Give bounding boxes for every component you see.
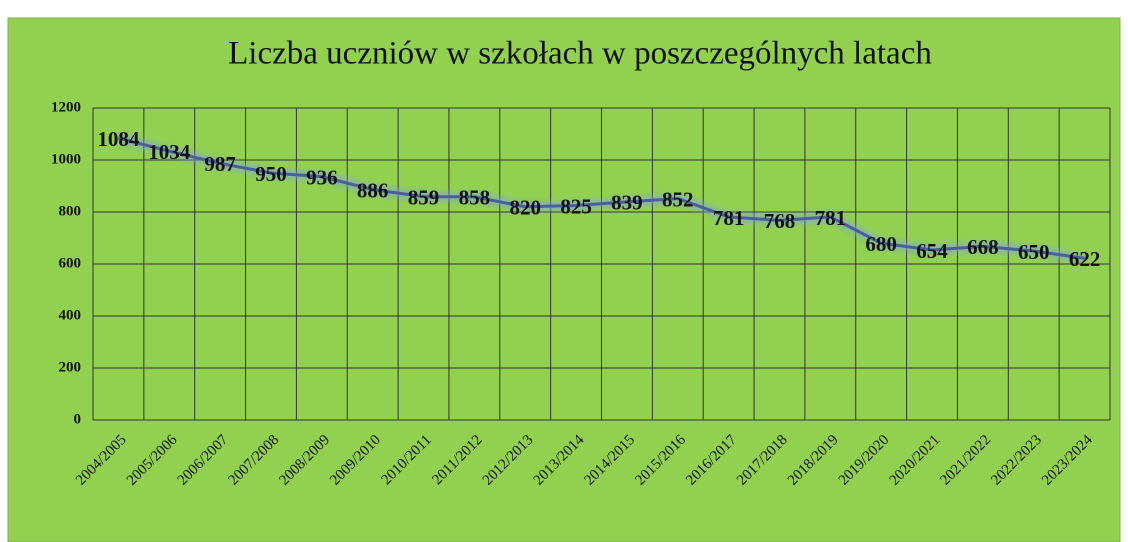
data-label: 858 (459, 186, 491, 210)
y-tick-label: 400 (59, 307, 82, 323)
chart-title: Liczba uczniów w szkołach w poszczególny… (228, 36, 932, 72)
y-tick-label: 600 (59, 255, 82, 271)
y-tick-label: 1000 (51, 151, 81, 167)
data-label: 820 (509, 196, 541, 220)
y-tick-label: 1200 (51, 99, 81, 115)
data-label: 668 (967, 235, 999, 259)
y-tick-label: 200 (59, 359, 82, 375)
line (118, 136, 1085, 260)
data-label: 987 (204, 152, 236, 176)
data-label: 839 (611, 191, 643, 215)
data-label: 1034 (148, 140, 191, 164)
data-label: 680 (865, 232, 897, 256)
chart-background (7, 17, 1121, 542)
data-label: 936 (306, 165, 338, 189)
marks (117, 133, 1086, 263)
data-label: 781 (815, 206, 847, 230)
data-label: 781 (713, 206, 745, 230)
data-label: 622 (1069, 247, 1101, 271)
data-label: 886 (357, 178, 389, 202)
y-tick-label: 0 (74, 411, 82, 427)
data-label: 654 (916, 239, 948, 263)
data-label: 950 (255, 162, 287, 186)
data-label: 825 (560, 194, 592, 218)
grid (92, 107, 1111, 421)
y-tick-label: 800 (59, 203, 82, 219)
data-label: 852 (662, 187, 694, 211)
data-label: 650 (1018, 240, 1050, 264)
data-label: 768 (764, 209, 796, 233)
data-label: 1084 (97, 127, 140, 151)
data-label: 859 (408, 185, 440, 209)
